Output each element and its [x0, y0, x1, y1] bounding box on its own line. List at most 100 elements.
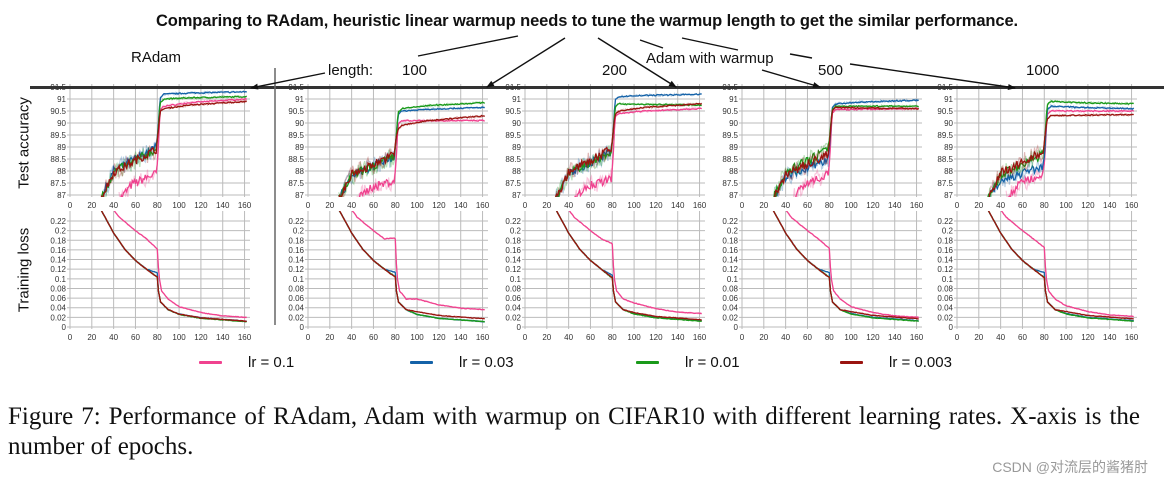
series-group	[987, 99, 1135, 197]
x-tick-label: 80	[391, 333, 400, 342]
series-line-lr0.03	[338, 211, 485, 323]
y-tick-label: 0.16	[288, 246, 304, 255]
y-tick-label: 89.5	[937, 131, 953, 140]
x-tick-label: 140	[888, 333, 902, 342]
series-line-lr0.03	[987, 211, 1134, 322]
y-tick-label: 0.16	[50, 246, 66, 255]
x-tick-label: 160	[1125, 201, 1139, 210]
y-tick-label: 0.12	[50, 265, 66, 274]
x-tick-label: 0	[740, 201, 745, 210]
y-tick-label: 0	[517, 323, 522, 332]
x-tick-label: 20	[542, 333, 551, 342]
x-tick-label: 0	[68, 333, 73, 342]
x-tick-label: 40	[109, 201, 118, 210]
x-tick-label: 100	[172, 333, 186, 342]
panel-label-100: 100	[402, 62, 428, 79]
y-tick-label: 0.04	[722, 304, 738, 313]
x-tick-label: 160	[910, 201, 924, 210]
x-tick-label: 60	[369, 201, 378, 210]
y-tick-label: 0.2	[727, 227, 739, 236]
x-tick-label: 60	[586, 201, 595, 210]
loss-plot: 00.020.040.060.080.10.120.140.160.180.20…	[722, 211, 924, 342]
x-tick-label: 80	[825, 333, 834, 342]
x-tick-label: 80	[153, 201, 162, 210]
x-tick-label: 20	[325, 333, 334, 342]
y-tick-label: 91	[57, 95, 66, 104]
x-tick-label: 120	[649, 201, 663, 210]
y-tick-label: 0.14	[937, 256, 953, 265]
series-line-lr0.1	[785, 211, 919, 319]
x-tick-label: 140	[216, 333, 230, 342]
series-line-lr0.1	[568, 211, 702, 315]
x-tick-label: 20	[974, 201, 983, 210]
series-line-lr0.01	[100, 211, 247, 323]
series-line-lr0.1	[1006, 109, 1135, 197]
y-tick-label: 88	[944, 167, 953, 176]
panel-label-1000: 1000	[1026, 62, 1060, 79]
annotation-arrow	[486, 37, 566, 88]
y-tick-label: 0.16	[505, 246, 521, 255]
series-raw-lr0.01	[338, 211, 485, 323]
legend-item-lr-0.1: lr = 0.1	[199, 352, 294, 372]
x-tick-label: 100	[627, 201, 641, 210]
series-line-lr0.03	[772, 211, 919, 322]
x-tick-label: 100	[172, 201, 186, 210]
y-tick-label: 0.14	[288, 256, 304, 265]
y-tick-label: 0.08	[505, 284, 521, 293]
series-line-lr0.01	[987, 211, 1134, 322]
y-tick-label: 88	[57, 167, 66, 176]
annotation-arrow	[597, 37, 677, 88]
series-line-lr0.1	[574, 107, 702, 197]
x-tick-label: 60	[1018, 201, 1027, 210]
series-line-lr0.003	[772, 211, 919, 320]
y-tick-label: 0.06	[288, 294, 304, 303]
series-group	[100, 211, 248, 323]
y-tick-label: 0.1	[293, 275, 305, 284]
x-tick-label: 40	[564, 201, 573, 210]
annotation-line	[417, 35, 519, 57]
x-tick-label: 80	[608, 333, 617, 342]
series-group	[555, 211, 702, 323]
series-line-lr0.1	[120, 97, 248, 197]
loss-plot: 00.020.040.060.080.10.120.140.160.180.20…	[288, 211, 490, 342]
legend-label: lr = 0.003	[889, 353, 952, 371]
x-tick-label: 120	[866, 201, 880, 210]
y-tick-label: 88.5	[288, 155, 304, 164]
y-tick-label: 90.5	[937, 107, 953, 116]
x-tick-label: 160	[476, 333, 490, 342]
series-raw-lr0.003	[555, 102, 703, 197]
series-raw-lr0.003	[555, 211, 702, 321]
horizontal-divider	[30, 86, 1164, 89]
y-tick-label: 89.5	[722, 131, 738, 140]
x-tick-label: 160	[476, 201, 490, 210]
y-tick-label: 0.1	[942, 275, 954, 284]
y-tick-label: 0.04	[937, 304, 953, 313]
x-tick-label: 100	[844, 201, 858, 210]
legend-swatch	[410, 360, 433, 364]
y-tick-label: 0.22	[722, 217, 738, 226]
y-tick-label: 0.08	[722, 284, 738, 293]
x-tick-label: 20	[87, 201, 96, 210]
y-tick-label: 89	[295, 143, 304, 152]
y-tick-label: 0.22	[288, 217, 304, 226]
radam-label: RAdam	[131, 49, 182, 66]
x-tick-label: 100	[627, 333, 641, 342]
y-tick-label: 0.14	[50, 256, 66, 265]
panel-label-200: 200	[602, 62, 628, 79]
x-tick-label: 100	[844, 333, 858, 342]
y-tick-label: 89	[57, 143, 66, 152]
y-tick-label: 0.02	[505, 313, 521, 322]
annotations	[30, 35, 1164, 325]
y-tick-label: 0.08	[50, 284, 66, 293]
series-line-lr0.1	[1000, 211, 1134, 318]
y-tick-label: 87.5	[937, 179, 953, 188]
series-raw-lr0.1	[118, 96, 247, 197]
y-tick-label: 91	[295, 95, 304, 104]
x-tick-label: 160	[238, 333, 252, 342]
y-tick-label: 0.1	[727, 275, 739, 284]
series-line-lr0.003	[100, 211, 247, 323]
series-line-lr0.1	[113, 211, 247, 319]
y-tick-label: 0.12	[288, 265, 304, 274]
y-tick-label: 0.1	[510, 275, 522, 284]
y-tick-label: 89	[729, 143, 738, 152]
